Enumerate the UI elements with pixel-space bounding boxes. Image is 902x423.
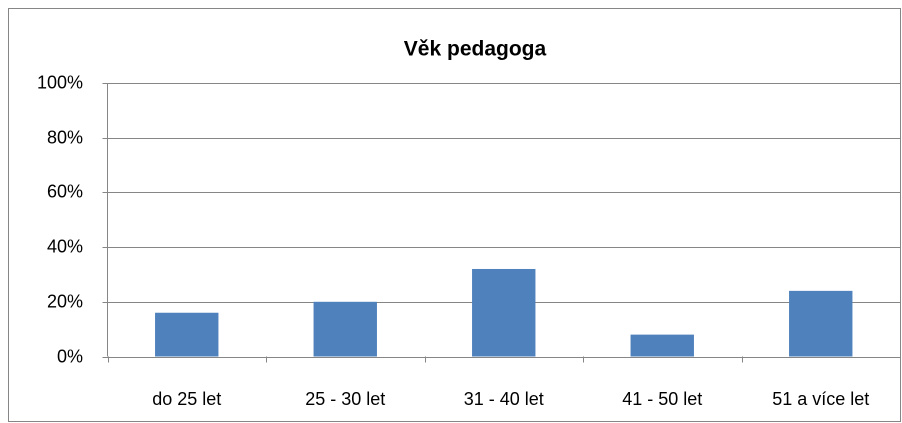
- y-tick-label: 0%: [57, 346, 83, 366]
- bar: [472, 268, 536, 357]
- x-tick-label: 51 a více let: [772, 389, 869, 409]
- bar: [313, 301, 377, 357]
- bar: [789, 290, 853, 357]
- x-tick-label: 41 - 50 let: [622, 389, 702, 409]
- y-tick-label: 20%: [47, 291, 83, 311]
- chart-frame: [8, 8, 901, 422]
- chart-title: Věk pedagoga: [404, 38, 547, 61]
- bar: [630, 334, 694, 357]
- y-tick-label: 100%: [37, 72, 83, 92]
- x-tick-label: 25 - 30 let: [305, 389, 385, 409]
- x-tick-label: 31 - 40 let: [464, 389, 544, 409]
- y-tick-label: 40%: [47, 236, 83, 256]
- y-tick-label: 60%: [47, 181, 83, 201]
- bar: [155, 312, 219, 357]
- x-tick-label: do 25 let: [152, 389, 221, 409]
- y-tick-label: 80%: [47, 127, 83, 147]
